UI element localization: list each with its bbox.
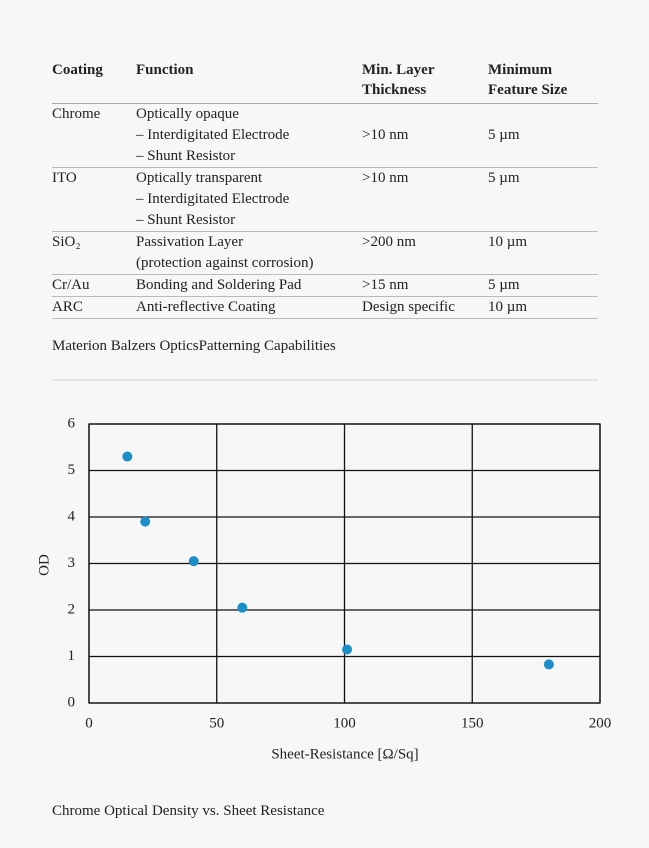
chart-caption: Chrome Optical Density vs. Sheet Resista…	[52, 803, 325, 819]
cell: >15 nm	[362, 274, 488, 297]
cell: ITO	[52, 167, 136, 232]
y-tick-label: 0	[68, 694, 76, 710]
column-header: Min. Layer Thickness	[362, 58, 488, 104]
cell-line: Optically transparent	[136, 170, 263, 186]
cell-line: Optically opaque	[136, 106, 239, 122]
table-caption: Materion Balzers OpticsPatterning Capabi…	[52, 338, 336, 354]
table-row: SiO₂ Passivation Layer (protection against…	[52, 231, 598, 275]
x-axis-label: Sheet-Resistance [Ω/Sq]	[271, 746, 418, 762]
cell: Chrome	[52, 103, 136, 168]
cell-line: – Interdigitated Electrode	[136, 127, 290, 143]
cell: 5 µm	[488, 103, 598, 168]
point	[188, 556, 199, 567]
column-header: Coating	[52, 58, 136, 104]
cell-line: – Shunt Resistor	[136, 212, 236, 228]
x-tick-label: 50	[209, 715, 224, 731]
x-tick-label: 0	[85, 715, 93, 731]
table-row: Chrome Optically opaque – Interdigitated E…	[52, 103, 598, 168]
cell-line: – Interdigitated Electrode	[136, 191, 290, 207]
cell: Passivation Layer (protection against cor…	[136, 231, 362, 275]
y-tick-label: 1	[68, 648, 76, 664]
table-row: ARC Anti-reflective Coating Design specifi…	[52, 296, 598, 319]
y-tick-label: 4	[68, 508, 76, 524]
y-tick-label: 6	[68, 415, 76, 431]
cell-line: Passivation Layer	[136, 234, 244, 250]
column-header: Function	[136, 58, 362, 104]
point	[237, 602, 248, 613]
cell: 5 µm	[488, 167, 598, 232]
point	[122, 451, 133, 462]
cell: 10 µm	[488, 231, 598, 275]
table-row: ITO Optically transparent – Interdigitated…	[52, 167, 598, 232]
cell-line: Bonding and Soldering Pad	[136, 277, 302, 293]
table: Coating Function Min. Layer Thickness Minim…	[52, 58, 598, 319]
cell: >10 nm	[362, 167, 488, 232]
y-tick-label: 2	[68, 601, 76, 617]
point	[342, 644, 353, 655]
point	[140, 516, 151, 527]
cell: 5 µm	[488, 274, 598, 297]
cell: Bonding and Soldering Pad	[136, 274, 362, 297]
y-tick-label: 5	[68, 462, 76, 478]
cell: 10 µm	[488, 296, 598, 319]
cell: Optically transparent – Interdigitated El…	[136, 167, 362, 232]
cell: >200 nm	[362, 231, 488, 275]
cell: >10 nm	[362, 103, 488, 168]
cell-line: (protection against corrosion)	[136, 255, 314, 271]
cell-line: – Shunt Resistor	[136, 148, 236, 164]
x-tick-label: 100	[333, 715, 356, 731]
cell: Optically opaque – Interdigitated Electro…	[136, 103, 362, 168]
y-axis-label: OD	[36, 554, 52, 576]
cell: ARC	[52, 296, 136, 319]
x-tick-label: 150	[461, 715, 484, 731]
cell: Anti-reflective Coating	[136, 296, 362, 319]
column-header: Minimum Feature Size	[488, 58, 598, 104]
table-row: Cr/Au Bonding and Soldering Pad >15 nm 5 µm	[52, 274, 598, 297]
x-tick-label: 200	[589, 715, 612, 731]
cell-line: Anti-reflective Coating	[136, 299, 276, 315]
cell: Cr/Au	[52, 274, 136, 297]
point	[543, 659, 554, 670]
y-tick-label: 3	[68, 555, 76, 571]
cell: Design specific	[362, 296, 488, 319]
cell: SiO₂	[52, 231, 136, 275]
